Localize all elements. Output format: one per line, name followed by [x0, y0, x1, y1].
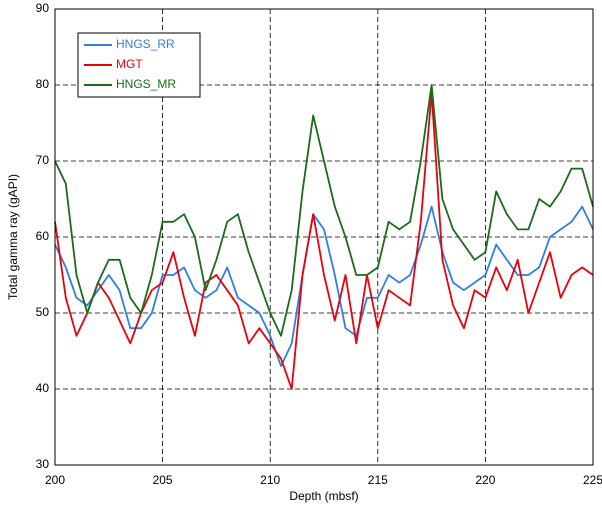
x-axis-label: Depth (mbsf) — [289, 489, 358, 503]
x-tick-label: 200 — [45, 473, 65, 487]
x-tick-label: 225 — [583, 473, 602, 487]
y-tick-label: 90 — [36, 1, 50, 15]
y-tick-label: 50 — [36, 305, 50, 319]
series-line — [54, 84, 594, 337]
plot-frame — [54, 8, 594, 466]
x-tick-label: 220 — [475, 473, 495, 487]
legend-label: HNGS_MR — [116, 77, 176, 91]
series-line — [54, 91, 594, 390]
y-tick-label: 80 — [36, 77, 50, 91]
y-tick-label: 60 — [36, 229, 50, 243]
x-tick-label: 205 — [153, 473, 173, 487]
y-axis-label: Total gamma ray (gAPI) — [6, 174, 20, 300]
series-line — [54, 205, 594, 368]
legend-label: MGT — [116, 57, 143, 71]
y-tick-label: 40 — [36, 381, 50, 395]
x-tick-label: 215 — [368, 473, 388, 487]
y-tick-label: 30 — [36, 457, 50, 471]
y-tick-label: 70 — [36, 153, 50, 167]
legend-label: HNGS_RR — [116, 37, 175, 51]
x-tick-label: 210 — [260, 473, 280, 487]
